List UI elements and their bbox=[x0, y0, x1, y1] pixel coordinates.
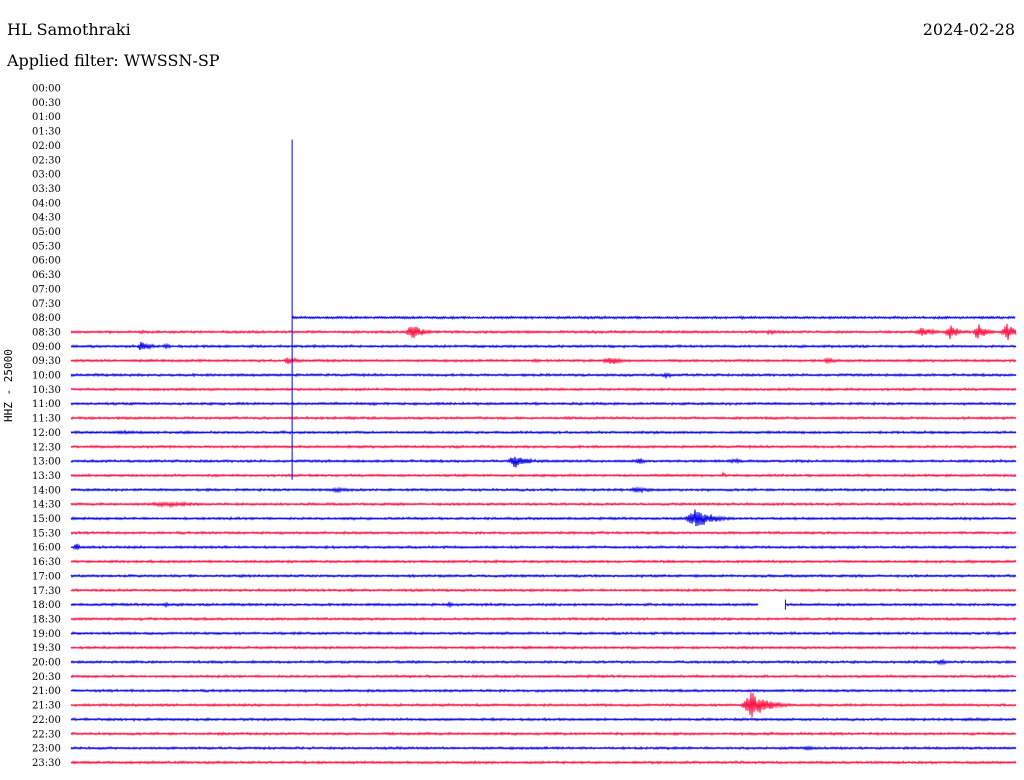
tick-label: 06:30 bbox=[32, 270, 61, 281]
station-name: HL Samothraki bbox=[7, 20, 131, 39]
trace-18:00 bbox=[70, 600, 1017, 609]
tick-label: 16:00 bbox=[32, 543, 61, 554]
tick-label: 09:00 bbox=[32, 342, 61, 353]
trace-09:00 bbox=[70, 341, 1017, 351]
tick-label: 19:30 bbox=[32, 643, 61, 654]
trace-23:00 bbox=[70, 745, 1017, 752]
tick-label: 22:00 bbox=[32, 715, 61, 726]
tick-label: 07:00 bbox=[32, 284, 61, 295]
record-date: 2024-02-28 bbox=[922, 20, 1015, 39]
trace-17:30 bbox=[70, 587, 1017, 593]
filter-label: Applied filter: WWSSN-SP bbox=[7, 51, 220, 70]
tick-label: 21:00 bbox=[32, 686, 61, 697]
tick-label: 16:30 bbox=[32, 557, 61, 568]
trace-10:00 bbox=[70, 371, 1017, 380]
tick-label: 00:00 bbox=[32, 84, 61, 95]
tick-label: 10:00 bbox=[32, 371, 61, 382]
trace-14:30 bbox=[70, 501, 1017, 509]
trace-15:00 bbox=[70, 509, 1017, 527]
tick-label: 11:00 bbox=[32, 399, 61, 410]
trace-10:30 bbox=[70, 386, 1017, 392]
tick-label: 20:00 bbox=[32, 658, 61, 669]
tick-label: 12:00 bbox=[32, 428, 61, 439]
trace-09:30 bbox=[70, 356, 1017, 365]
tick-label: 23:30 bbox=[32, 758, 61, 769]
tick-label: 11:30 bbox=[32, 414, 61, 425]
tick-label: 04:00 bbox=[32, 198, 61, 209]
trace-overlays bbox=[291, 139, 786, 610]
trace-20:30 bbox=[70, 673, 1017, 679]
tick-label: 13:00 bbox=[32, 457, 61, 468]
trace-22:00 bbox=[70, 716, 1017, 722]
trace-16:00 bbox=[70, 543, 1017, 551]
trace-13:30 bbox=[70, 471, 1017, 478]
tick-label: 08:00 bbox=[32, 313, 61, 324]
tick-label: 05:00 bbox=[32, 227, 61, 238]
trace-22:30 bbox=[70, 731, 1017, 737]
tick-label: 07:30 bbox=[32, 299, 61, 310]
tick-label: 14:30 bbox=[32, 500, 61, 511]
trace-08:00 bbox=[291, 315, 1016, 321]
tick-label: 09:30 bbox=[32, 356, 61, 367]
tick-label: 05:30 bbox=[32, 241, 61, 252]
tick-label: 15:30 bbox=[32, 528, 61, 539]
tick-label: 23:00 bbox=[32, 744, 61, 755]
tick-label: 01:30 bbox=[32, 127, 61, 138]
tick-label: 21:30 bbox=[32, 701, 61, 712]
tick-label: 14:00 bbox=[32, 485, 61, 496]
trace-12:00 bbox=[70, 429, 1017, 436]
trace-19:30 bbox=[70, 645, 1017, 651]
tick-label: 17:00 bbox=[32, 571, 61, 582]
tick-label: 03:30 bbox=[32, 184, 61, 195]
tick-label: 17:30 bbox=[32, 586, 61, 597]
tick-label: 20:30 bbox=[32, 672, 61, 683]
tick-label: 19:00 bbox=[32, 629, 61, 640]
trace-15:30 bbox=[70, 530, 1017, 536]
tick-label: 12:30 bbox=[32, 442, 61, 453]
tick-label: 10:30 bbox=[32, 385, 61, 396]
tick-label: 18:00 bbox=[32, 600, 61, 611]
trace-20:00 bbox=[70, 658, 1017, 666]
tick-label: 13:30 bbox=[32, 471, 61, 482]
seismic-traces bbox=[70, 315, 1017, 765]
trace-12:30 bbox=[70, 444, 1017, 450]
tick-label: 02:00 bbox=[32, 141, 61, 152]
trace-11:00 bbox=[70, 401, 1017, 407]
tick-labels: 00:00 00:30 01:00 01:30 02:00 02:30 03:00 03:30… bbox=[32, 84, 61, 769]
trace-23:30 bbox=[70, 759, 1017, 765]
trace-19:00 bbox=[70, 630, 1017, 636]
tick-label: 03:00 bbox=[32, 170, 61, 181]
trace-08:30 bbox=[70, 323, 1017, 341]
tick-label: 18:30 bbox=[32, 614, 61, 625]
tick-label: 22:30 bbox=[32, 729, 61, 740]
trace-21:30 bbox=[70, 692, 1017, 718]
tick-label: 02:30 bbox=[32, 155, 61, 166]
trace-21:00 bbox=[70, 688, 1017, 694]
tick-label: 15:00 bbox=[32, 514, 61, 525]
trace-14:00 bbox=[70, 486, 1017, 494]
trace-16:30 bbox=[70, 559, 1017, 564]
tick-label: 00:30 bbox=[32, 98, 61, 109]
tick-label: 08:30 bbox=[32, 327, 61, 338]
trace-18:30 bbox=[70, 616, 1017, 622]
trace-11:30 bbox=[70, 415, 1017, 421]
trace-13:00 bbox=[70, 456, 1017, 468]
trace-17:00 bbox=[70, 573, 1017, 579]
tick-label: 04:30 bbox=[32, 213, 61, 224]
tick-label: 06:00 bbox=[32, 256, 61, 267]
tick-label: 01:00 bbox=[32, 112, 61, 123]
